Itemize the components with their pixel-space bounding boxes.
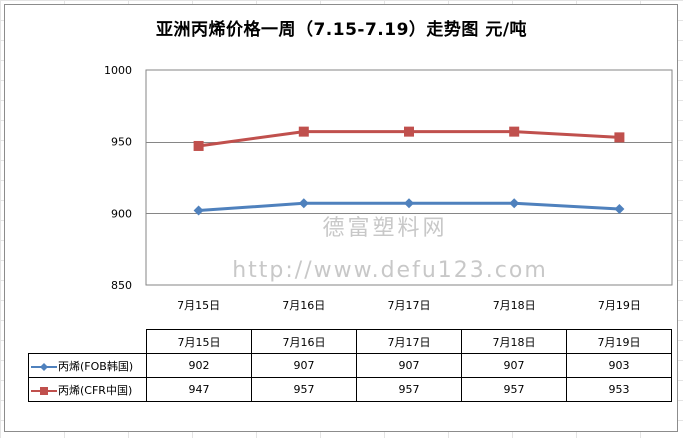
table-header-row: 7月15日 7月16日 7月17日 7月18日 7月19日 [28, 329, 672, 354]
data-point [298, 126, 309, 137]
y-tick-label: 900 [111, 207, 132, 220]
table-value-cell: 957 [251, 377, 357, 402]
data-point [404, 198, 414, 209]
y-axis-ticks: 850 900 950 1000 [104, 64, 132, 292]
diamond-marker-icon [31, 362, 57, 371]
table-header-cell: 7月18日 [461, 329, 567, 354]
table-corner [28, 329, 147, 354]
table-header-cell: 7月15日 [146, 329, 252, 354]
data-point [509, 198, 520, 209]
series-lines [193, 126, 625, 216]
table-value-cell: 957 [356, 377, 462, 402]
table-row: 丙烯(CFR中国) 947 957 957 957 953 [28, 377, 672, 402]
table-header-cell: 7月17日 [356, 329, 462, 354]
x-tick-label: 7月16日 [282, 299, 325, 312]
legend-key: 丙烯(CFR中国) [28, 377, 147, 402]
table-row: 丙烯(FOB韩国) 902 907 907 907 903 [28, 353, 672, 378]
table-header-cell: 7月16日 [251, 329, 357, 354]
chart-title: 亚洲丙烯价格一周（7.15-7.19）走势图 元/吨 [155, 20, 528, 40]
table-value-cell: 907 [356, 353, 462, 378]
y-tick-label: 850 [111, 279, 132, 292]
x-axis-ticks: 7月15日 7月16日 7月17日 7月18日 7月19日 [177, 299, 641, 312]
watermark: 德富塑料网 http://www.defu123.com [232, 216, 548, 283]
square-marker-icon [31, 386, 57, 395]
data-point [404, 126, 414, 137]
y-tick-label: 950 [111, 136, 132, 149]
y-tick-label: 1000 [104, 64, 132, 77]
data-point [614, 204, 625, 215]
table-value-cell: 902 [146, 353, 252, 378]
x-tick-label: 7月18日 [493, 299, 536, 312]
legend-key: 丙烯(FOB韩国) [28, 353, 147, 378]
x-tick-label: 7月15日 [177, 299, 220, 312]
x-tick-label: 7月19日 [598, 299, 641, 312]
table-value-cell: 907 [251, 353, 357, 378]
table-value-cell: 953 [566, 377, 672, 402]
data-point [193, 205, 204, 216]
watermark-line1: 德富塑料网 [322, 216, 447, 241]
series-name: 丙烯(CFR中国) [58, 383, 133, 397]
table-value-cell: 907 [461, 353, 567, 378]
table-value-cell: 947 [146, 377, 252, 402]
table-value-cell: 957 [461, 377, 567, 402]
plot-area-frame [145, 69, 673, 286]
data-point [614, 132, 625, 143]
data-table: 7月15日 7月16日 7月17日 7月18日 7月19日 丙烯(FOB韩国) 902 907… [28, 329, 672, 402]
x-tick-label: 7月17日 [388, 299, 431, 312]
table-value-cell: 903 [566, 353, 672, 378]
data-point [509, 126, 520, 137]
table-header-cell: 7月19日 [566, 329, 672, 354]
data-point [298, 198, 309, 209]
data-point [193, 140, 204, 151]
watermark-line2: http://www.defu123.com [232, 258, 548, 283]
series-name: 丙烯(FOB韩国) [58, 359, 134, 373]
